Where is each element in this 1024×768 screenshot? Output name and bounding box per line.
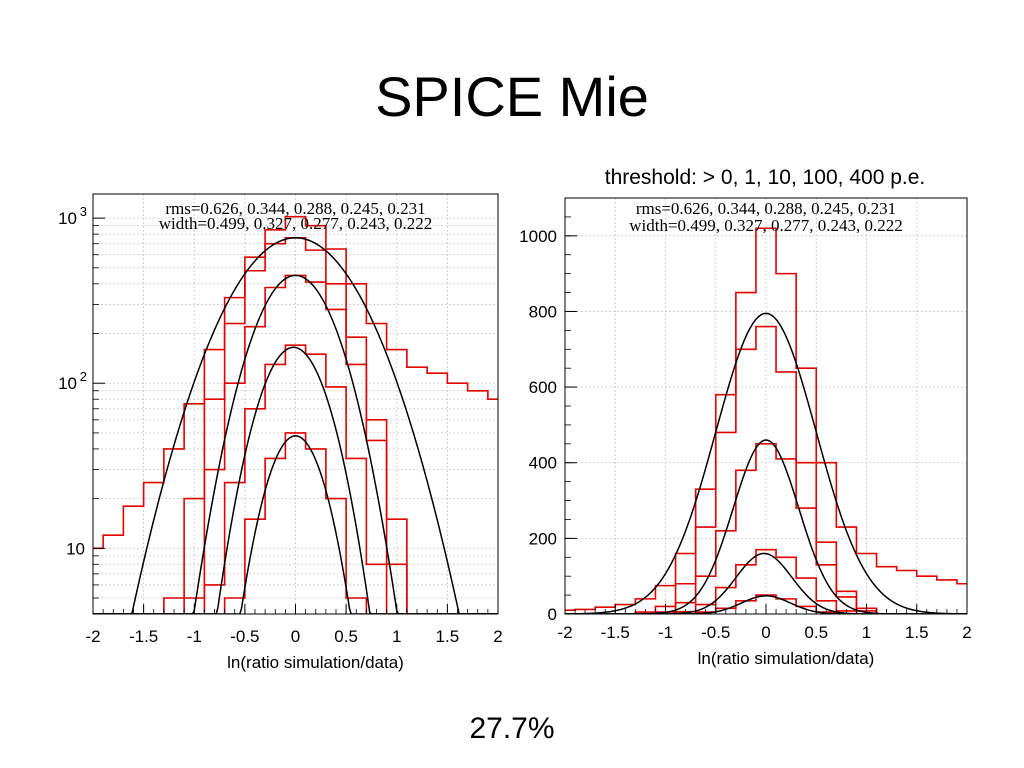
y-tick-label: 10	[66, 539, 85, 558]
y-tick-label: 10	[58, 374, 77, 393]
x-tick-label: 0	[761, 623, 770, 642]
x-tick-label: -1	[187, 627, 202, 646]
histogram-series-4	[203, 344, 388, 614]
x-tick-label: -2	[85, 627, 100, 646]
x-tick-label: -1.5	[129, 627, 158, 646]
plot-area	[93, 215, 498, 614]
x-tick-label: 2	[962, 623, 971, 642]
rms-annotation: rms=0.626, 0.344, 0.288, 0.245, 0.231	[636, 199, 896, 218]
y-tick-label: 400	[529, 454, 557, 473]
x-axis-label: ln(ratio simulation/data)	[698, 649, 875, 668]
histogram-series-1	[565, 227, 967, 612]
x-tick-label: 1.5	[905, 623, 929, 642]
right-linear-histogram-chart: -2 -1.5 -1 -0.5 0 0.5 1 1.5 2 ln(ratio simulation…	[519, 197, 972, 668]
x-tick-label: 1	[392, 627, 401, 646]
width-annotation: width=0.499, 0.327, 0.277, 0.243, 0.222	[629, 216, 903, 235]
y-tick-exponent: 3	[80, 204, 87, 219]
width-annotation: width=0.499, 0.327, 0.277, 0.243, 0.222	[159, 214, 433, 233]
x-tick-label: -2	[557, 623, 572, 642]
x-axis: -2 -1.5 -1 -0.5 0 0.5 1 1.5 2	[557, 604, 972, 642]
y-tick-label: 800	[529, 302, 557, 321]
y-axis: 0 200 400 600 800 1000	[519, 197, 577, 624]
y-tick-label: 0	[548, 605, 557, 624]
rms-annotation: rms=0.626, 0.344, 0.288, 0.245, 0.231	[165, 199, 425, 218]
gaussian-fit-curve-2	[93, 274, 498, 614]
left-log-histogram-chart: -2 -1.5 -1 -0.5 0 0.5 1 1.5 2 ln(ratio simulation…	[58, 193, 503, 672]
gaussian-fit-curve-3	[565, 552, 967, 614]
gaussian-fit-curve-3	[93, 346, 498, 614]
threshold-label: threshold: > 0, 1, 10, 100, 400 p.e.	[604, 166, 926, 189]
y-tick-exponent: 2	[80, 369, 87, 384]
x-tick-label: 0.5	[334, 627, 358, 646]
x-tick-label: 2	[493, 627, 502, 646]
gaussian-fit-curve-1	[565, 312, 967, 614]
x-axis: -2 -1.5 -1 -0.5 0 0.5 1 1.5 2	[85, 604, 503, 646]
gaussian-fit-curve-1	[93, 237, 498, 614]
x-tick-label: -1	[658, 623, 673, 642]
x-axis-label: ln(ratio simulation/data)	[227, 653, 404, 672]
x-tick-label: -1.5	[601, 623, 630, 642]
histogram-series-1	[93, 215, 498, 550]
x-tick-label: 0	[291, 627, 300, 646]
x-tick-label: 1	[862, 623, 871, 642]
slide-title: SPICE Mie	[375, 65, 649, 128]
histogram-series-2	[163, 237, 408, 614]
footer-value: 27.7%	[469, 712, 555, 745]
x-tick-label: 0.5	[804, 623, 828, 642]
y-tick-label: 200	[529, 529, 557, 548]
y-tick-label: 1000	[519, 227, 557, 246]
histogram-series-4	[674, 548, 858, 614]
grid-lines	[564, 198, 968, 615]
x-tick-label: -0.5	[701, 623, 730, 642]
y-tick-label: 10	[58, 209, 77, 228]
x-tick-label: 1.5	[436, 627, 460, 646]
x-tick-label: -0.5	[230, 627, 259, 646]
histogram-series-3	[654, 443, 878, 614]
histogram-series-5	[223, 432, 368, 614]
gaussian-fit-curve-4	[93, 435, 498, 614]
y-tick-label: 600	[529, 378, 557, 397]
grid-lines	[92, 194, 499, 615]
gaussian-fit-curve-4	[565, 595, 967, 614]
